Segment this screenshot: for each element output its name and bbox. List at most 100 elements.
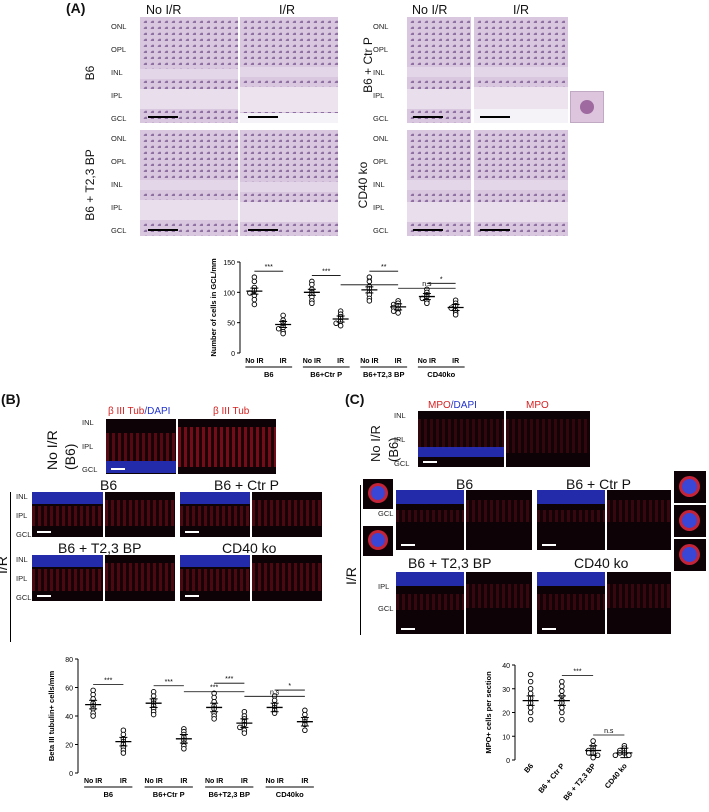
- a-image-ctr-ir: [474, 17, 568, 123]
- group-label: CD40ko: [427, 370, 455, 379]
- layer-label-inl: INL: [373, 68, 385, 77]
- b-image-b6-merge: [32, 492, 103, 537]
- data-point: [90, 713, 96, 719]
- c-inset-right-3: [674, 539, 706, 571]
- x-tick-label: B6: [522, 762, 535, 775]
- c-image-noir-red: [506, 411, 590, 467]
- x-tick-label: No IR: [245, 358, 263, 365]
- significance-label: ***: [104, 677, 112, 684]
- data-point: [120, 750, 127, 756]
- a-image-b6-ir: [240, 17, 338, 123]
- significance-label: n.s: [270, 689, 280, 696]
- b-image-noir-merge: [106, 419, 176, 474]
- layer-label-inl: INL: [111, 180, 123, 189]
- layer-label-gcl: GCL: [378, 509, 394, 518]
- c-image-cd40-red: [607, 572, 671, 634]
- y-tick-label: 20: [502, 711, 510, 718]
- c-inset-right-2: [674, 505, 706, 537]
- b-legend-merge: β III Tub/DAPI: [108, 406, 170, 417]
- c-ir-label: I/R: [343, 567, 359, 585]
- layer-label-gcl: GCL: [373, 114, 389, 123]
- layer-label-gcl: GCL: [16, 530, 32, 539]
- layer-label-inl: INL: [16, 492, 28, 501]
- data-point: [590, 738, 596, 744]
- significance-label: ***: [225, 676, 233, 683]
- x-tick-label: B6 + Ctr P: [536, 762, 566, 795]
- significance-label: *: [440, 276, 443, 283]
- x-tick-label: IR: [452, 358, 459, 365]
- x-tick-label: IR: [280, 358, 287, 365]
- layer-label-ipl: IPL: [373, 203, 385, 212]
- data-point: [424, 300, 430, 307]
- data-point: [309, 300, 315, 307]
- group-label: B6+T2,3 BP: [363, 370, 404, 379]
- y-tick-label: 0: [69, 771, 73, 778]
- x-tick-label: No IR: [418, 358, 436, 365]
- data-point: [280, 312, 286, 319]
- significance-label: **: [367, 278, 373, 285]
- layer-label-ipl: IPL: [16, 511, 28, 520]
- x-tick-label: IR: [241, 778, 248, 785]
- b-title-t23: B6 + T2,3 BP: [58, 540, 142, 556]
- a-layer-labels-b6: ONL OPL INL IPL GCL: [111, 22, 139, 123]
- c-inset-right-1: [674, 471, 706, 503]
- layer-label-gcl: GCL: [16, 593, 32, 602]
- data-point: [211, 716, 217, 722]
- data-point: [590, 754, 596, 761]
- a-col-no-ir-left: No I/R: [146, 3, 182, 17]
- data-point: [251, 296, 258, 303]
- a-image-cd40-ir: [474, 130, 568, 236]
- y-tick-label: 80: [65, 657, 73, 664]
- x-tick-label: IR: [337, 358, 344, 365]
- data-point: [527, 716, 534, 723]
- c-row-no-ir: No I/R: [368, 425, 383, 462]
- c-legend-merge: MPO/DAPI: [428, 400, 477, 411]
- layer-label-opl: OPL: [373, 157, 389, 166]
- layer-label-gcl: GCL: [373, 226, 389, 235]
- y-tick-label: 0: [231, 351, 235, 358]
- x-tick-label: B6 + T2,3 BP: [561, 762, 597, 803]
- data-point: [527, 686, 534, 692]
- layer-label-gcl: GCL: [378, 604, 394, 613]
- data-point: [527, 690, 534, 697]
- y-tick-label: 50: [227, 321, 235, 328]
- significance-label: ***: [210, 685, 218, 692]
- group-label: B6: [264, 370, 274, 379]
- y-tick-label: 60: [65, 686, 73, 693]
- a-row-cd40: CD40 ko: [356, 161, 370, 209]
- a-image-t23-ir: [240, 130, 338, 236]
- c-inset-left-1: [363, 479, 393, 509]
- x-tick-label: IR: [120, 778, 127, 785]
- b-image-ctr-red: [252, 492, 322, 537]
- data-point: [181, 746, 187, 752]
- y-axis-title: MPO+ cells per section: [484, 671, 493, 754]
- layer-label-onl: ONL: [111, 22, 127, 31]
- group-label: B6+Ctr P: [310, 370, 342, 379]
- b-legend-red-only: β III Tub: [213, 406, 250, 417]
- c-title-t23: B6 + T2,3 BP: [408, 555, 492, 571]
- group-label: B6+T2,3 BP: [209, 790, 250, 799]
- a-image-b6-no-ir: [140, 17, 238, 123]
- c-inset-left-2: [363, 526, 393, 556]
- y-tick-label: 40: [65, 714, 73, 721]
- layer-label-gcl: GCL: [394, 459, 410, 468]
- data-point: [559, 705, 565, 711]
- layer-label-ipl: IPL: [16, 574, 28, 583]
- layer-label-opl: OPL: [111, 157, 127, 166]
- b-ir-bracket: [10, 492, 11, 642]
- a-row-b6: B6: [83, 65, 97, 81]
- data-point: [559, 678, 565, 685]
- chart-a: 0 50 100 150 Number of cells in GCL/mm No IR I…: [209, 258, 465, 379]
- b-image-noir-red: [178, 419, 276, 474]
- c-image-b6-merge: [396, 490, 464, 550]
- a-layer-labels-cd40: ONL OPL INL IPL GCL: [373, 134, 401, 235]
- a-col-ir-right: I/R: [513, 3, 529, 17]
- c-layer-labels-b6: GCL: [378, 509, 394, 521]
- b-image-cd40-red: [252, 555, 322, 601]
- data-point: [366, 298, 373, 304]
- data-point: [626, 752, 632, 758]
- c-image-ctr-red: [607, 490, 671, 550]
- b-row-no-ir-b6: (B6): [62, 443, 78, 470]
- layer-label-onl: ONL: [373, 134, 389, 143]
- c-title-ctr: B6 + Ctr P: [566, 476, 631, 492]
